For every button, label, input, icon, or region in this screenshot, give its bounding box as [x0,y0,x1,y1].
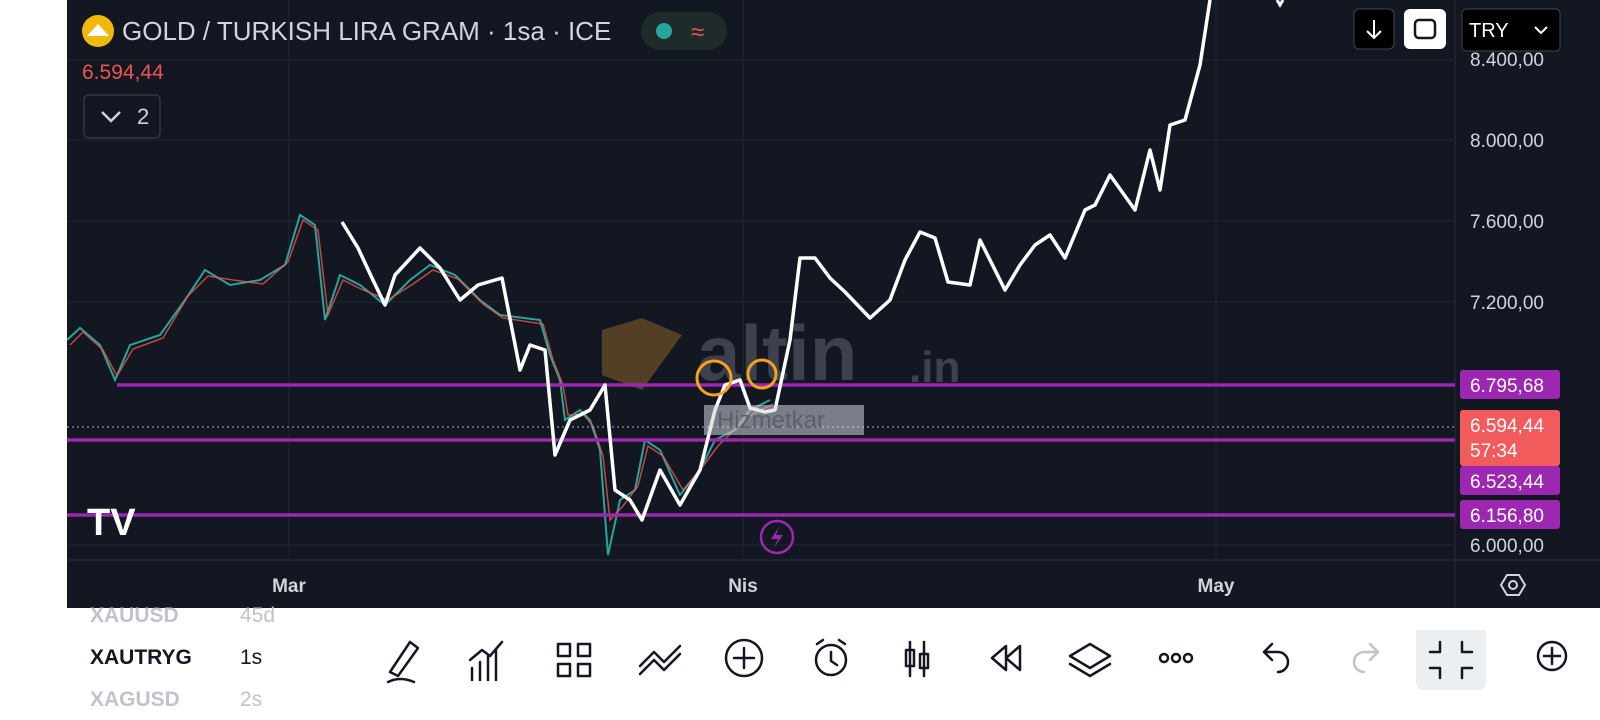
settings-icon[interactable] [1499,574,1527,596]
current-price: 6.594,44 [82,61,164,84]
label-box [704,405,864,435]
settings-icon [1508,580,1518,590]
watch-row[interactable]: XAGUSD 2s [90,688,262,712]
symbol: XAGUSD [90,688,180,711]
countdown: 57:34 [1470,441,1518,462]
more-tool[interactable] [1182,652,1194,664]
interval: 45d [240,604,276,627]
symbol-title[interactable]: GOLD / TURKISH LIRA GRAM · 1sa · ICE [122,16,611,46]
price-axis-label: 7.600,00 [1470,212,1544,233]
chart-label: Hizmetkar [717,407,825,434]
alert-tool[interactable] [814,643,848,677]
price-tag [1460,500,1560,529]
watch-row[interactable]: XAUUSD 45d [90,604,275,628]
price-tag-text: 6.594,44 [1470,416,1544,437]
layers-tool[interactable] [1068,642,1112,678]
fullscreen-button[interactable] [1404,9,1446,49]
fullscreen-icon [1413,18,1437,40]
time-axis-label: Mar [272,576,306,597]
status-pill[interactable] [641,12,727,50]
compare-tool[interactable] [638,644,682,676]
price-tag [1460,410,1560,466]
chevron [1534,26,1548,35]
symbol-icon [87,24,109,36]
symbol: XAUTRYG [90,646,192,669]
layout-tool[interactable] [556,642,592,678]
interval: 2s [240,688,263,711]
level-lines [67,383,1455,517]
chart-bg [67,0,1600,608]
watermark-brand: altin [697,309,857,397]
download-icon [1366,20,1382,40]
price-tag [1460,370,1560,399]
collapse-button[interactable] [1416,630,1486,690]
chart-type-tool[interactable] [904,640,930,678]
status-wave: ≈ [691,19,704,46]
currency: TRY [1469,20,1509,42]
event-icon [771,527,783,548]
price-axis-label: 6.000,00 [1470,536,1544,557]
interval: 1s [240,646,263,669]
indicator-tool[interactable] [468,640,504,682]
time-axis-label: Nis [728,576,758,597]
tv-logo: TV [87,502,136,544]
price-tag-text: 6.156,80 [1470,506,1544,527]
indicator-count: 2 [137,104,149,129]
price-axis-label: 8.400,00 [1470,50,1544,71]
watermark: altin .in [602,309,960,397]
price-axis-label: 7.200,00 [1470,293,1544,314]
marker [746,358,778,390]
chart-panel: altin .in Hizmetkar TV GOLD / TURKISH LI… [67,0,1600,608]
time-axis-label: May [1198,576,1235,597]
undo-tool[interactable] [1262,642,1290,674]
price-tag [1460,466,1560,495]
status-dot [656,23,672,39]
watch-row[interactable]: XAUTRYG 1s [90,646,262,670]
price-axis-label: 8.000,00 [1470,131,1544,152]
marker [695,359,733,397]
price-tag-text: 6.795,68 [1470,376,1544,397]
toolbar [386,630,1568,690]
event-icon[interactable] [759,519,795,555]
chevron [101,111,121,123]
projection-line [1275,0,1285,8]
currency-select[interactable] [1461,8,1561,52]
indicators-toggle[interactable] [83,94,161,139]
add-tool[interactable] [724,638,764,678]
redo-tool[interactable] [1352,642,1380,674]
tips-tool[interactable] [1536,640,1568,672]
price-tag-text: 6.523,44 [1470,472,1544,493]
symbol: XAUUSD [90,604,179,627]
draw-tool[interactable] [386,640,420,684]
replay-tool[interactable] [990,644,1022,672]
